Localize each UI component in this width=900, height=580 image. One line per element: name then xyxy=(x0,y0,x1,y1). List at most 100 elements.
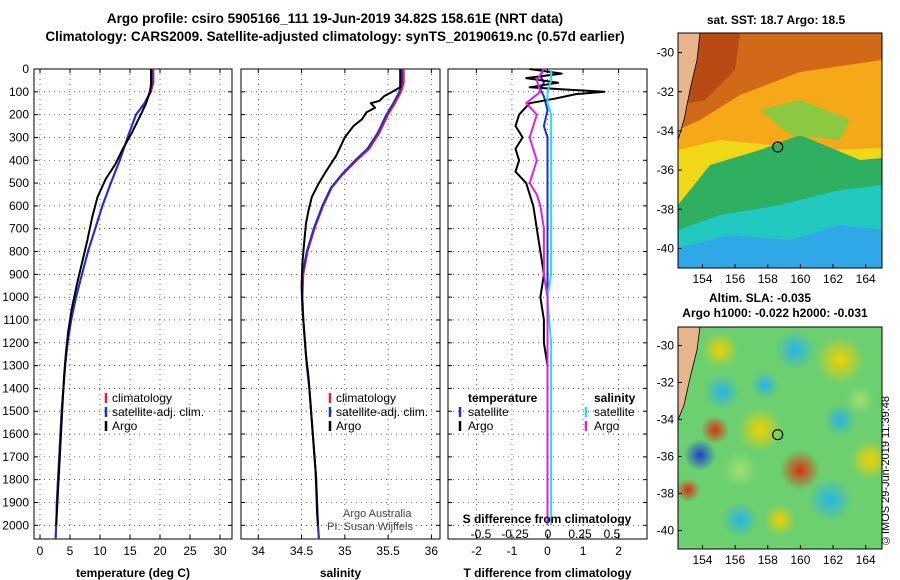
difference-series-t-argo xyxy=(514,68,606,412)
map-y-tick-label: -32 xyxy=(657,376,675,390)
sla-anomaly-blob xyxy=(678,478,700,502)
sst-map-frame xyxy=(677,32,883,269)
map-y-tick-label: -40 xyxy=(657,524,675,538)
difference-series-s-satellite xyxy=(546,69,553,526)
x-tick-label: 35 xyxy=(338,544,352,558)
salinity-x-axis-label: salinity xyxy=(320,566,362,580)
land-australia xyxy=(678,327,700,420)
difference-secondary-tick-label: -0.5 xyxy=(471,527,492,541)
sla-map-title: Altim. SLA: -0.035 xyxy=(709,291,811,305)
map-x-tick-label: 162 xyxy=(823,553,843,567)
sla-anomaly-blob xyxy=(751,371,779,399)
y-tick-label: 800 xyxy=(9,245,29,259)
y-tick-label: 1800 xyxy=(2,473,29,487)
x-tick-label: 34 xyxy=(252,544,266,558)
x-tick-label: 0 xyxy=(544,544,551,558)
x-tick-label: 1 xyxy=(580,544,587,558)
argo-location-marker xyxy=(772,429,784,441)
sst-map-title: sat. SST: 18.7 Argo: 18.5 xyxy=(707,13,846,27)
y-tick-label: 1900 xyxy=(2,495,29,509)
map-y-tick-label: -36 xyxy=(657,450,675,464)
y-tick-label: 900 xyxy=(9,267,29,281)
temperature-axes-frame xyxy=(33,68,233,540)
difference-secondary-tick-label: 0.25 xyxy=(568,527,592,541)
x-tick-label: 36 xyxy=(425,544,439,558)
y-tick-label: 1400 xyxy=(2,381,29,395)
temperature-legend-label: satellite-adj. clim. xyxy=(112,405,204,419)
difference-legend-label: satellite xyxy=(594,405,635,419)
y-tick-label: 1700 xyxy=(2,450,29,464)
footnote-argo-australia: Argo Australia xyxy=(343,508,412,520)
map-x-tick-label: 154 xyxy=(692,272,712,286)
x-tick-label: -2 xyxy=(471,544,482,558)
map-x-tick-label: 162 xyxy=(823,272,843,286)
y-tick-label: 2000 xyxy=(2,518,29,532)
map-x-tick-label: 160 xyxy=(790,553,810,567)
x-tick-label: 30 xyxy=(213,544,227,558)
difference-x-axis-label: T difference from climatology xyxy=(463,566,631,580)
map-x-tick-label: 156 xyxy=(725,272,745,286)
difference-legend-label: satellite xyxy=(468,405,509,419)
temperature-series-argo xyxy=(55,69,152,526)
salinity-axes-frame xyxy=(240,68,441,540)
y-tick-label: 1000 xyxy=(2,290,29,304)
map-x-tick-label: 164 xyxy=(856,553,876,567)
y-tick-label: 1200 xyxy=(2,336,29,350)
map-y-tick-label: -38 xyxy=(657,202,675,216)
difference-series-s-argo xyxy=(525,68,549,526)
map-x-tick-label: 156 xyxy=(725,553,745,567)
map-y-tick-label: -30 xyxy=(657,339,675,353)
y-tick-label: 300 xyxy=(9,130,29,144)
land-australia xyxy=(678,33,700,140)
sla-anomaly-blob xyxy=(780,450,820,490)
map-y-tick-label: -36 xyxy=(657,163,675,177)
x-tick-label: 35.5 xyxy=(376,544,400,558)
salinity-legend-label: satellite-adj. clim. xyxy=(336,405,428,419)
y-tick-label: 100 xyxy=(9,85,29,99)
map-y-tick-label: -34 xyxy=(657,413,675,427)
coastline xyxy=(678,327,701,421)
salinity-series-climatology xyxy=(301,69,405,540)
sst-map-field xyxy=(678,33,882,268)
coastline xyxy=(678,33,701,141)
x-tick-label: -1 xyxy=(507,544,518,558)
map-y-tick-label: -32 xyxy=(657,85,675,99)
y-tick-label: 400 xyxy=(9,153,29,167)
sla-anomaly-blob xyxy=(684,439,716,471)
copyright-credit: ©IMOS 29-Jun-2019 11:39:48 xyxy=(880,396,892,546)
x-tick-label: 15 xyxy=(123,544,137,558)
map-y-tick-label: -30 xyxy=(657,46,675,60)
difference-secondary-tick-label: -0.25 xyxy=(501,527,529,541)
map-y-tick-label: -38 xyxy=(657,487,675,501)
y-tick-label: 1100 xyxy=(3,313,29,327)
x-tick-label: 5 xyxy=(67,544,74,558)
sla-anomaly-blob xyxy=(846,386,874,414)
footnote-pi-name: PI: Susan Wijffels xyxy=(327,521,413,533)
sla-anomaly-blob xyxy=(764,504,796,536)
difference-secondary-tick-label: 0 xyxy=(545,527,552,541)
temperature-legend-label: climatology xyxy=(112,391,172,405)
map-x-tick-label: 154 xyxy=(692,553,712,567)
map-x-tick-label: 164 xyxy=(856,272,876,286)
y-tick-label: 0 xyxy=(22,62,29,76)
x-tick-label: 2 xyxy=(615,544,622,558)
y-tick-label: 500 xyxy=(9,176,29,190)
sst-blue-region xyxy=(678,225,882,268)
y-tick-label: 1300 xyxy=(2,359,29,373)
sla-anomaly-blob xyxy=(704,374,740,410)
sla-anomaly-blob xyxy=(824,404,856,436)
temperature-legend-label: Argo xyxy=(112,419,138,433)
map-y-tick-label: -34 xyxy=(657,124,675,138)
sla-anomaly-blob xyxy=(816,336,864,384)
map-x-tick-label: 158 xyxy=(758,553,778,567)
map-x-tick-label: 158 xyxy=(758,272,778,286)
y-tick-label: 700 xyxy=(9,222,29,236)
argo-location-marker xyxy=(772,141,784,153)
difference-legend-temperature-header: temperature xyxy=(468,391,538,405)
x-tick-label: 25 xyxy=(183,544,197,558)
sla-anomaly-blob xyxy=(722,452,758,488)
map-y-tick-label: -40 xyxy=(657,241,675,255)
temperature-x-axis-label: temperature (deg C) xyxy=(76,566,190,580)
sla-anomaly-blob xyxy=(702,332,738,368)
